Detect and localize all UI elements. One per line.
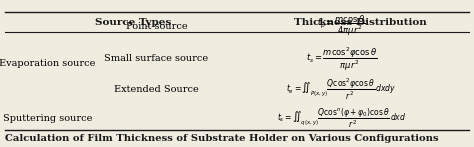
Text: Calculation of Film Thickness of Substrate Holder on Various Configurations: Calculation of Film Thickness of Substra… xyxy=(5,134,438,143)
Text: Small surface source: Small surface source xyxy=(104,54,209,63)
Text: Evaporation source: Evaporation source xyxy=(0,59,96,68)
Text: Sputtering source: Sputtering source xyxy=(3,114,92,123)
Text: $t_e = \iint_{P(x,y)} \dfrac{Q\cos^2\!\varphi\cos\theta}{r^2}\,dxdy$: $t_e = \iint_{P(x,y)} \dfrac{Q\cos^2\!\v… xyxy=(286,77,396,102)
Text: Source Types: Source Types xyxy=(95,17,171,27)
Text: Thickness Distribution: Thickness Distribution xyxy=(294,17,427,27)
Text: $t_p = \dfrac{m\cos\theta}{4\pi\mu r^2}$: $t_p = \dfrac{m\cos\theta}{4\pi\mu r^2}$ xyxy=(317,14,365,39)
Text: $t_s = \dfrac{m\cos^2\!\varphi\cos\theta}{\pi\mu r^2}$: $t_s = \dfrac{m\cos^2\!\varphi\cos\theta… xyxy=(306,45,377,72)
Text: Extended Source: Extended Source xyxy=(114,85,199,94)
Text: $t_s = \iint_{q(x,y)} \dfrac{Q\cos^n\!(\varphi+\varphi_0)\cos\theta}{r^2}\,dxd$: $t_s = \iint_{q(x,y)} \dfrac{Q\cos^n\!(\… xyxy=(277,106,406,130)
Text: Point source: Point source xyxy=(126,22,187,31)
